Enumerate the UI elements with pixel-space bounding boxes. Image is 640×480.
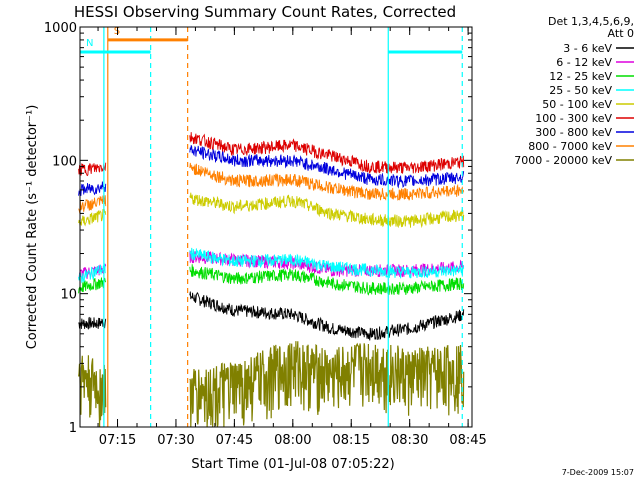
series-line-7000-20000kev <box>78 341 465 428</box>
x-tick-label: 07:15 <box>99 433 136 448</box>
legend-label: 800 - 7000 keV <box>528 140 612 153</box>
legend-label: 300 - 800 keV <box>535 126 612 139</box>
x-axis-label: Start Time (01-Jul-08 07:05:22) <box>191 457 394 472</box>
series-line-3-6kev <box>78 291 465 341</box>
x-tick-label: 07:45 <box>216 433 253 448</box>
series-line-100-300kev <box>78 132 465 177</box>
x-tick-label: 07:30 <box>157 433 194 448</box>
flag-label: S <box>114 26 120 37</box>
axis-layer: 07:15 07:30 07:45 08:00 08:15 08:30 08:45 1 10 10… <box>44 21 487 448</box>
legend-label: 6 - 12 keV <box>556 56 612 69</box>
series-line-50-100kev <box>78 192 465 229</box>
plot-frame <box>79 26 473 428</box>
x-tick-label: 08:30 <box>391 433 428 448</box>
legend-header-line-1: Det 1,3,4,5,6,9, <box>548 15 634 28</box>
legend-label: 7000 - 20000 keV <box>514 154 612 167</box>
legend-label: 100 - 300 keV <box>535 112 612 125</box>
chart-title: HESSI Observing Summary Count Rates, Cor… <box>74 3 456 21</box>
y-tick-label: 1000 <box>44 21 77 36</box>
x-tick-label: 08:45 <box>449 433 486 448</box>
series-line-800-7000kev <box>78 162 465 214</box>
flag-label: N <box>86 38 93 49</box>
series-line-25-50kev <box>78 247 465 284</box>
series-layer <box>78 132 465 428</box>
y-tick-label: 10 <box>60 288 77 303</box>
series-line-12-25kev <box>78 264 465 296</box>
legend-label: 50 - 100 keV <box>542 98 612 111</box>
flag-layer: SN <box>80 26 463 427</box>
x-tick-label: 08:00 <box>274 433 311 448</box>
x-tick-label: 08:15 <box>333 433 370 448</box>
legend-header-line-2: Att 0 <box>608 27 634 40</box>
y-axis-label: Corrected Count Rate (s⁻¹ detector⁻¹) <box>25 105 40 350</box>
y-tick-label: 100 <box>52 154 77 169</box>
legend-label: 12 - 25 keV <box>549 70 612 83</box>
legend-label: 3 - 6 keV <box>563 42 612 55</box>
legend-label: 25 - 50 keV <box>549 84 612 97</box>
y-tick-label: 1 <box>69 421 77 436</box>
date-stamp: 7-Dec-2009 15:07 <box>562 468 634 477</box>
series-line-300-800kev <box>78 145 465 196</box>
